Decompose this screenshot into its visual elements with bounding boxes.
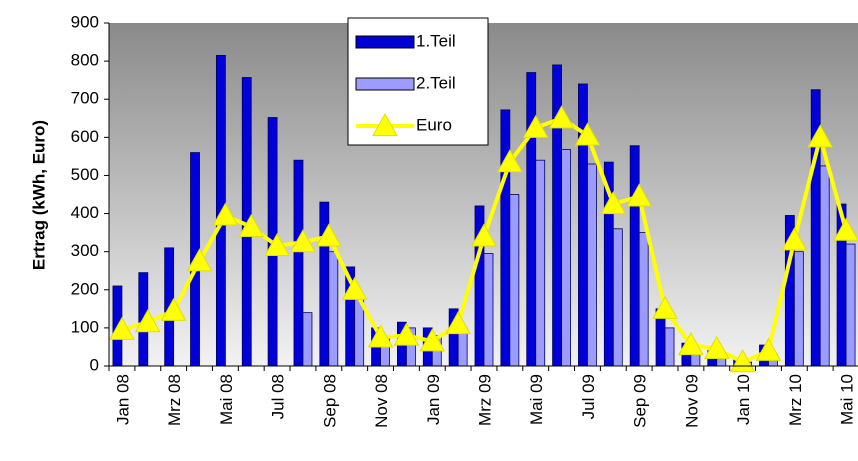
marker [160,297,187,321]
legend-label: Euro [416,115,452,134]
bar [819,165,830,367]
marker [471,223,497,247]
marker [807,124,834,148]
marker [445,311,471,335]
marker [419,328,446,352]
marker [548,105,575,129]
x-tick-label: Jul 09 [579,374,598,419]
marker [393,322,420,346]
x-tick-label: Jul 08 [269,374,288,419]
marker [678,332,704,356]
bar [509,194,520,367]
marker [600,190,627,215]
y-tick-label: 100 [71,317,99,336]
bar [664,327,675,367]
marker [290,229,316,253]
y-tick-label: 200 [71,279,99,298]
x-tick-label: Jan 08 [113,374,132,425]
legend: 1.Teil 2.Teil Euro [347,17,489,146]
marker [781,227,808,251]
marker [238,213,265,237]
bar [483,253,494,367]
bar [328,251,339,367]
x-tick-label: Nov 08 [372,374,391,428]
x-tick-label: Sep 09 [631,374,650,428]
bar [793,251,804,367]
y-tick-label: 800 [71,51,99,70]
marker [367,324,394,348]
marker [186,248,213,272]
marker [703,335,730,359]
bar [612,228,623,367]
marker [652,295,678,319]
y-tick-label: 0 [90,355,99,374]
legend-swatch [372,112,398,137]
legend-swatch [355,77,415,91]
y-tick-label: 700 [71,89,99,108]
x-tick-label: Mrz 08 [165,374,184,426]
y-tick-label: 300 [71,241,99,260]
marker [626,183,653,207]
marker [497,149,523,173]
x-tick-label: Jan 09 [424,374,443,425]
x-tick-label: Jan 10 [734,374,753,425]
marker [755,337,782,361]
y-tick-label: 400 [71,203,99,222]
bar [638,232,649,367]
bar [302,312,313,367]
marker [522,114,549,138]
x-tick-label: Mai 09 [527,374,546,425]
marker [315,223,342,247]
marker [341,276,368,300]
bar [535,159,546,367]
bar [293,159,304,367]
marker [833,217,858,241]
x-tick-label: Mrz 10 [786,374,805,426]
bar [526,72,537,367]
bar [561,149,571,367]
marker [212,202,239,226]
bar [629,145,640,367]
x-tick-label: Mrz 09 [475,374,494,426]
legend-label: 2.Teil [416,73,456,92]
bar [587,163,597,367]
marker [574,122,601,146]
y-tick-label: 900 [71,12,99,31]
bar [845,243,856,367]
y-tick-label: 600 [71,127,99,146]
bar [500,109,511,367]
x-tick-label: Nov 09 [682,374,701,428]
marker [264,232,290,257]
legend-swatch [355,35,415,49]
marker [134,309,161,333]
legend-label: 1.Teil [416,31,456,50]
marker [109,316,135,340]
x-tick-label: Mai 10 [838,374,857,425]
y-axis-label: Ertrag (kWh, Euro) [29,120,48,270]
y-tick-label: 500 [71,165,99,184]
x-tick-label: Mai 08 [217,374,236,425]
x-tick-label: Sep 08 [320,374,339,428]
